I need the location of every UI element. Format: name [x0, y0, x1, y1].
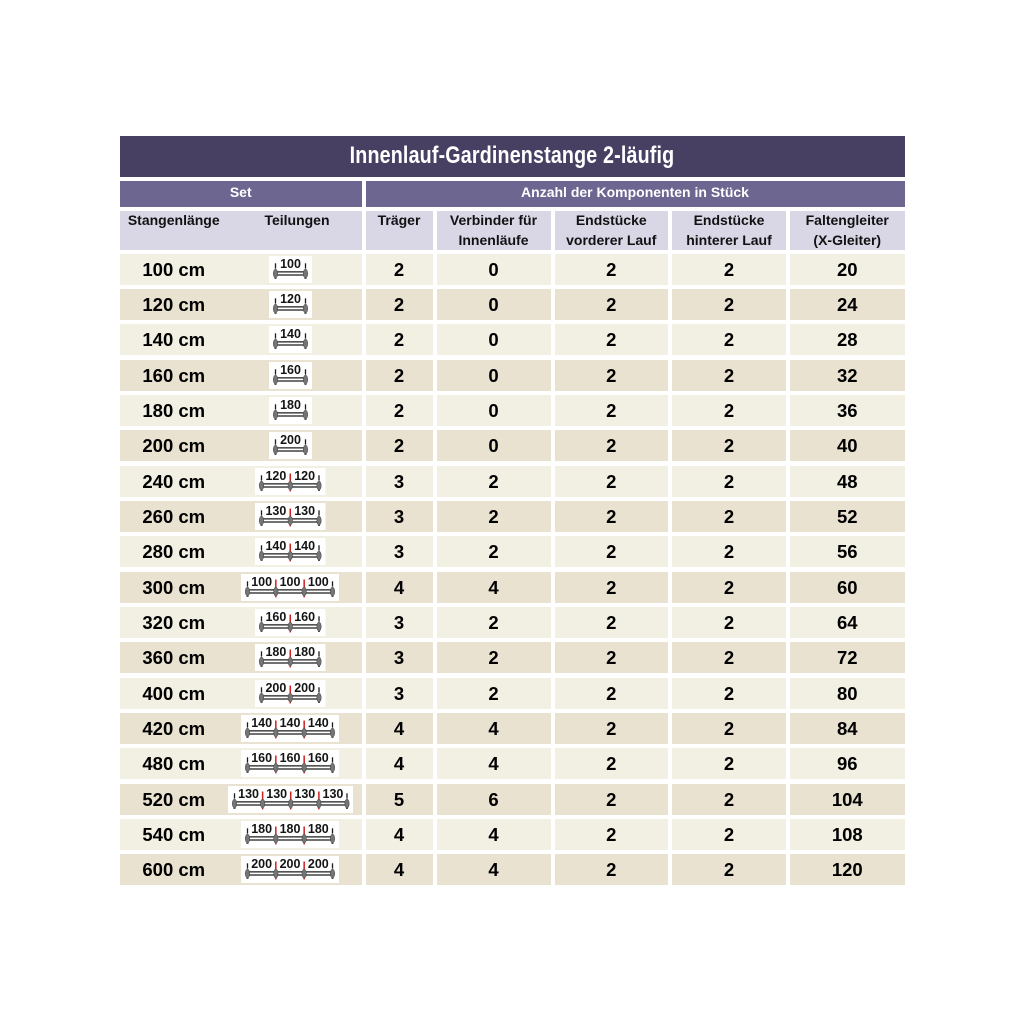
svg-text:130: 130	[322, 787, 343, 801]
svg-text:140: 140	[308, 716, 329, 730]
svg-text:200: 200	[279, 857, 300, 871]
svg-text:160: 160	[279, 751, 300, 765]
svg-text:130: 130	[265, 504, 286, 518]
svg-text:140: 140	[251, 716, 272, 730]
svg-text:140: 140	[279, 716, 300, 730]
svg-text:140: 140	[265, 540, 286, 554]
svg-text:200: 200	[294, 681, 315, 695]
svg-text:160: 160	[251, 751, 272, 765]
svg-text:160: 160	[308, 751, 329, 765]
svg-text:180: 180	[251, 822, 272, 836]
svg-text:200: 200	[308, 857, 329, 871]
svg-text:180: 180	[279, 398, 300, 412]
svg-text:180: 180	[308, 822, 329, 836]
svg-text:100: 100	[251, 575, 272, 589]
svg-text:200: 200	[279, 434, 300, 448]
svg-text:160: 160	[294, 610, 315, 624]
svg-text:130: 130	[237, 787, 258, 801]
svg-text:140: 140	[279, 328, 300, 342]
svg-text:180: 180	[279, 822, 300, 836]
svg-text:140: 140	[294, 540, 315, 554]
svg-text:120: 120	[279, 292, 300, 306]
svg-text:180: 180	[265, 646, 286, 660]
svg-text:180: 180	[294, 646, 315, 660]
svg-text:100: 100	[308, 575, 329, 589]
svg-text:200: 200	[251, 857, 272, 871]
svg-text:160: 160	[265, 610, 286, 624]
svg-text:130: 130	[293, 787, 314, 801]
svg-text:100: 100	[279, 575, 300, 589]
svg-text:120: 120	[265, 469, 286, 483]
svg-text:130: 130	[294, 504, 315, 518]
svg-text:200: 200	[265, 681, 286, 695]
svg-text:130: 130	[265, 787, 286, 801]
svg-text:160: 160	[279, 363, 300, 377]
svg-text:100: 100	[279, 257, 300, 271]
svg-text:120: 120	[294, 469, 315, 483]
